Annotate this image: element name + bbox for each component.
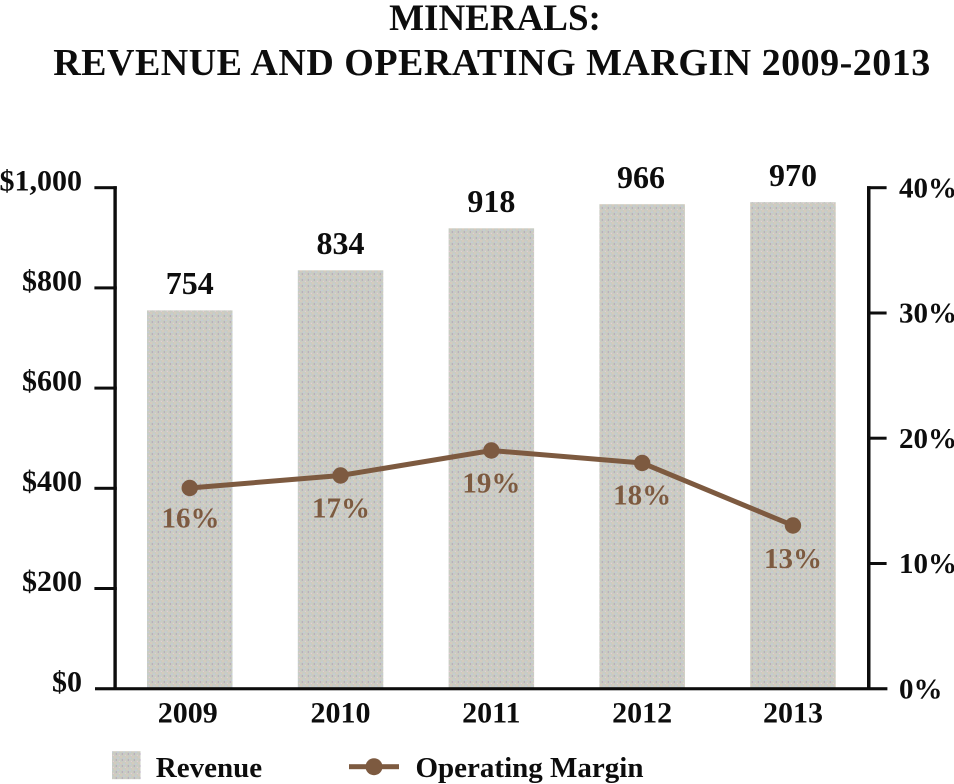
- svg-text:918: 918: [467, 183, 515, 219]
- svg-text:$800: $800: [22, 265, 82, 298]
- svg-text:$1,000: $1,000: [0, 164, 82, 197]
- svg-text:2011: 2011: [462, 697, 520, 730]
- svg-text:40%: 40%: [899, 172, 954, 204]
- svg-text:2012: 2012: [612, 697, 672, 730]
- svg-text:16%: 16%: [162, 503, 220, 535]
- svg-text:970: 970: [769, 157, 817, 193]
- svg-text:20%: 20%: [899, 423, 954, 455]
- svg-text:10%: 10%: [899, 548, 954, 580]
- svg-text:13%: 13%: [764, 543, 822, 575]
- svg-text:0%: 0%: [899, 673, 943, 705]
- svg-text:REVENUE AND OPERATING MARGIN 2: REVENUE AND OPERATING MARGIN 2009-2013: [53, 42, 931, 84]
- svg-text:19%: 19%: [462, 468, 520, 500]
- svg-text:754: 754: [166, 265, 214, 301]
- svg-text:$400: $400: [22, 465, 82, 498]
- svg-text:834: 834: [317, 225, 365, 261]
- svg-text:966: 966: [617, 159, 665, 195]
- svg-text:$600: $600: [22, 365, 82, 398]
- svg-text:Operating Margin: Operating Margin: [416, 752, 644, 784]
- svg-text:$200: $200: [22, 565, 82, 598]
- svg-text:2013: 2013: [763, 697, 823, 730]
- svg-text:17%: 17%: [312, 493, 370, 525]
- svg-text:Revenue: Revenue: [156, 752, 262, 784]
- svg-text:30%: 30%: [899, 298, 954, 330]
- svg-text:MINERALS:: MINERALS:: [389, 0, 601, 39]
- svg-text:18%: 18%: [613, 479, 671, 511]
- svg-text:2009: 2009: [158, 697, 218, 730]
- svg-text:2010: 2010: [311, 697, 371, 730]
- svg-text:$0: $0: [52, 665, 82, 698]
